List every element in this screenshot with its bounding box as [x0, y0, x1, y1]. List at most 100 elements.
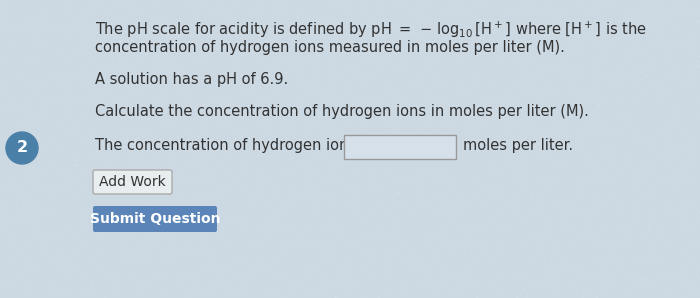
Point: [643, 226, 655, 231]
Point: [525, 191, 536, 196]
Point: [101, 220, 112, 225]
Point: [678, 38, 689, 42]
Point: [168, 229, 179, 234]
Point: [167, 25, 178, 30]
Point: [668, 69, 679, 73]
Point: [219, 242, 230, 247]
Point: [439, 109, 450, 114]
Point: [512, 295, 523, 298]
Point: [584, 123, 595, 128]
Point: [365, 47, 377, 52]
Point: [575, 194, 587, 199]
Point: [161, 220, 172, 224]
Point: [437, 109, 448, 114]
Point: [350, 126, 361, 131]
Point: [690, 204, 700, 209]
Point: [620, 52, 631, 57]
Point: [456, 85, 468, 90]
Point: [658, 77, 669, 82]
Point: [163, 160, 174, 164]
Point: [168, 173, 179, 178]
Point: [342, 286, 353, 291]
Point: [233, 16, 244, 21]
Point: [490, 28, 501, 32]
Point: [517, 76, 528, 81]
Point: [252, 106, 263, 111]
Point: [410, 125, 421, 130]
Point: [117, 15, 128, 20]
Point: [5, 161, 16, 166]
Point: [77, 221, 88, 225]
Point: [232, 41, 243, 46]
Point: [302, 162, 313, 167]
Point: [484, 186, 496, 191]
Point: [442, 126, 454, 131]
Point: [433, 95, 444, 100]
Point: [573, 212, 584, 217]
Point: [68, 21, 79, 25]
Point: [139, 138, 150, 143]
Point: [456, 80, 467, 85]
Point: [469, 244, 480, 249]
Point: [243, 30, 254, 35]
Point: [587, 25, 598, 30]
Point: [20, 256, 31, 260]
Point: [155, 115, 167, 119]
Point: [77, 52, 88, 57]
Point: [458, 53, 469, 58]
Point: [564, 63, 575, 68]
Point: [410, 247, 421, 252]
Point: [246, 196, 257, 201]
Point: [43, 186, 55, 191]
Point: [390, 251, 401, 255]
Point: [390, 148, 401, 153]
Point: [438, 9, 449, 14]
Point: [278, 165, 289, 170]
Point: [151, 237, 162, 242]
Point: [517, 165, 528, 170]
Point: [180, 128, 191, 133]
Point: [643, 19, 655, 24]
Point: [313, 53, 324, 58]
Point: [34, 33, 45, 38]
Point: [391, 204, 402, 209]
Point: [529, 143, 540, 148]
Point: [449, 288, 461, 293]
Point: [340, 184, 351, 188]
Point: [247, 262, 258, 266]
Point: [582, 99, 593, 104]
Point: [90, 48, 101, 53]
Point: [238, 274, 249, 279]
Point: [563, 212, 574, 216]
Point: [673, 41, 684, 46]
Text: concentration of hydrogen ions measured in moles per liter (M).: concentration of hydrogen ions measured …: [95, 40, 565, 55]
Point: [673, 211, 685, 215]
Point: [535, 196, 546, 201]
Point: [66, 76, 78, 81]
Point: [144, 204, 155, 209]
Point: [641, 194, 652, 199]
Point: [678, 131, 689, 135]
Point: [455, 276, 466, 281]
Point: [288, 69, 300, 74]
Point: [322, 139, 333, 144]
Point: [692, 10, 700, 15]
Point: [219, 144, 230, 149]
Point: [363, 166, 374, 171]
Point: [214, 72, 225, 77]
Point: [113, 95, 124, 100]
Point: [382, 151, 393, 156]
Point: [419, 266, 430, 271]
Point: [204, 256, 216, 261]
Point: [131, 237, 142, 242]
Point: [427, 164, 438, 169]
Point: [626, 10, 638, 14]
Point: [369, 20, 380, 25]
Point: [261, 61, 272, 66]
Point: [302, 227, 313, 232]
Point: [508, 82, 519, 87]
Point: [91, 45, 102, 50]
Point: [281, 12, 293, 16]
Point: [393, 139, 404, 144]
Point: [468, 196, 480, 201]
